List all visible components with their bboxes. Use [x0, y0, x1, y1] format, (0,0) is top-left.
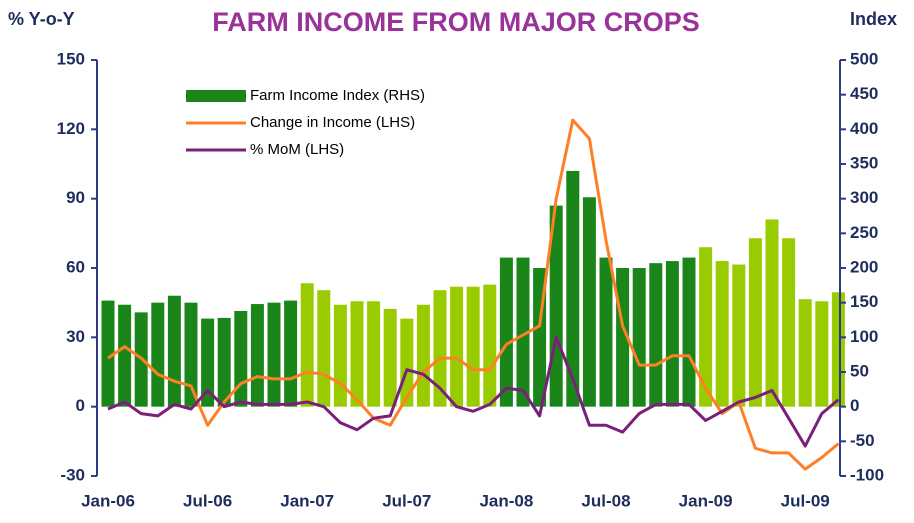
bar	[682, 257, 696, 407]
bar	[284, 300, 298, 407]
bar	[582, 197, 596, 407]
bar	[748, 238, 762, 407]
bar	[367, 301, 381, 407]
bar	[151, 302, 165, 407]
bar	[118, 304, 132, 407]
bar	[234, 310, 248, 407]
bar	[765, 219, 779, 407]
y2-tick-label: 150	[850, 292, 878, 311]
bar	[300, 283, 314, 407]
bar	[400, 318, 414, 407]
bar	[101, 300, 115, 407]
y2-tick-label: 100	[850, 327, 878, 346]
x-tick-label: Jan-07	[280, 491, 334, 510]
y2-tick-label: 200	[850, 257, 878, 276]
x-tick-label: Jul-06	[183, 491, 232, 510]
y2-tick-label: 350	[850, 153, 878, 172]
line-series	[107, 118, 840, 471]
y-tick-label: -30	[60, 465, 85, 484]
bar	[649, 263, 663, 407]
chart-title: FARM INCOME FROM MAJOR CROPS	[212, 7, 700, 37]
bar	[798, 299, 812, 407]
bar	[566, 170, 580, 407]
x-tick-label: Jan-09	[679, 491, 733, 510]
legend-label: Farm Income Index (RHS)	[250, 87, 425, 104]
y2-axis-label: Index	[850, 9, 897, 29]
y2-tick-label: 0	[850, 396, 859, 415]
y-axis-label: % Y-o-Y	[8, 9, 75, 29]
y-tick-label: 120	[57, 119, 85, 138]
x-tick-label: Jul-08	[581, 491, 630, 510]
bar	[499, 257, 513, 407]
x-tick-label: Jul-09	[781, 491, 830, 510]
bar	[267, 302, 281, 407]
y2-tick-label: 50	[850, 361, 869, 380]
y2-tick-label: 400	[850, 119, 878, 138]
y-tick-label: 0	[76, 396, 85, 415]
bar	[333, 304, 347, 407]
bar	[715, 261, 729, 407]
legend-label: Change in Income (LHS)	[250, 114, 415, 131]
bar	[699, 247, 713, 407]
legend-label: % MoM (LHS)	[250, 141, 344, 158]
bar	[416, 304, 430, 407]
y-tick-label: 90	[66, 188, 85, 207]
bar	[450, 286, 464, 407]
y-tick-label: 30	[66, 327, 85, 346]
x-tick-label: Jul-07	[382, 491, 431, 510]
bar	[516, 257, 530, 407]
bar	[433, 290, 447, 407]
y-tick-label: 60	[66, 257, 85, 276]
y2-tick-label: 500	[850, 49, 878, 68]
legend-swatch	[186, 90, 246, 102]
bar	[815, 301, 829, 407]
bar	[250, 304, 264, 407]
x-tick-label: Jan-08	[479, 491, 533, 510]
bar	[831, 292, 845, 407]
x-tick-label: Jan-06	[81, 491, 135, 510]
y2-tick-label: -50	[850, 431, 875, 450]
y-tick-label: 150	[57, 49, 85, 68]
bar	[350, 301, 364, 407]
line-series	[107, 335, 840, 448]
bar	[217, 317, 231, 407]
bar	[732, 264, 746, 407]
bar	[317, 290, 331, 407]
bar	[665, 261, 679, 407]
bar	[599, 257, 613, 407]
bar	[483, 284, 497, 407]
y2-tick-label: 450	[850, 84, 878, 103]
bar	[383, 308, 397, 407]
bar	[632, 268, 646, 407]
bar	[782, 238, 796, 407]
y2-tick-label: 250	[850, 223, 878, 242]
bar	[201, 318, 215, 407]
y2-tick-label: -100	[850, 465, 884, 484]
bar	[167, 295, 181, 407]
bar	[184, 302, 198, 407]
y2-tick-label: 300	[850, 188, 878, 207]
bar	[466, 286, 480, 407]
